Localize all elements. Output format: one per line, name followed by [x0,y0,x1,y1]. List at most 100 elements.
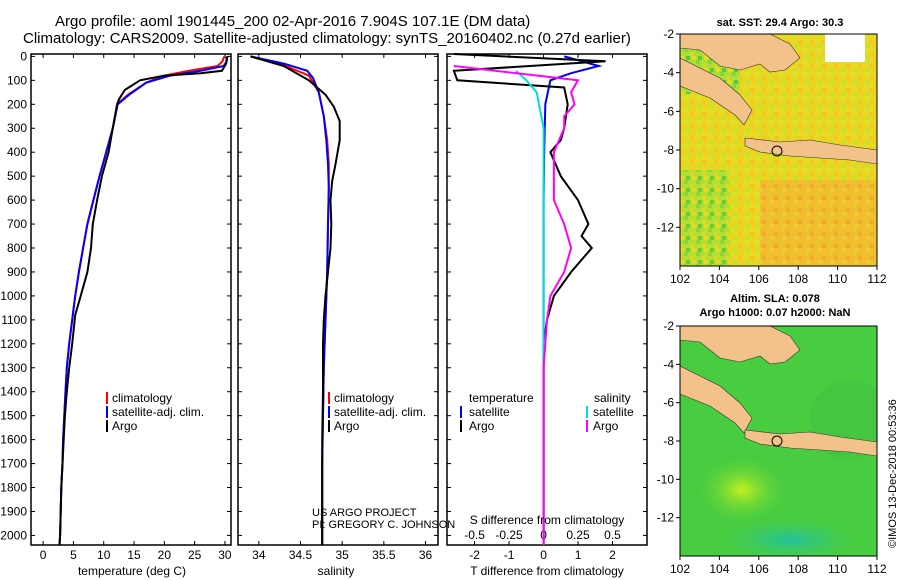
depth-tick-label: 1200 [0,337,27,351]
series-line-salinity-argo [453,65,580,545]
sst-map [680,34,877,266]
title-line-2: Climatology: CARS2009. Satellite-adjuste… [23,30,631,47]
lat-tick-label: -8 [663,434,674,448]
difference-xlabel: T difference from climatology [470,564,624,578]
salinity-difference-xlabel: S difference from climatology [470,513,625,527]
legend-climatology: climatology [334,391,394,405]
lat-tick-label: -6 [663,104,674,118]
legend-salinity-heading: salinity [594,391,631,405]
sst-lon-axis: 102 104 106 108 110 112 [670,266,887,286]
x-tick-label: 36 [419,548,433,562]
depth-tick-label: 1000 [0,289,27,303]
depth-tick-label: 1100 [1,313,27,327]
lat-tick-label: -12 [657,220,675,234]
x-tick-label-salinity: 0.25 [566,528,590,542]
legend-swatch-argo [460,420,462,432]
legend-swatch-sal-argo [586,420,588,432]
lat-tick-label: -12 [657,511,675,525]
lon-tick-label: 110 [828,272,847,286]
series-line-climatology [58,56,226,546]
sst-lat-axis: -2 -4 -6 -8 -10 -12 [657,27,680,234]
temperature-legend: climatology satellite-adj. clim. Argo [106,391,204,433]
temperature-xlabel: temperature (deg C) [78,564,186,578]
depth-tick-label: 1300 [0,361,27,375]
sla-high-blob [694,454,790,526]
series-line-satellite-adj-clim- [250,55,330,545]
depth-tick-label: 300 [7,121,27,135]
temperature-x-axis: 0 5 10 15 20 25 30 [40,54,232,562]
legend-swatch-satellite [106,406,108,418]
depth-tick-label: 1700 [0,457,27,471]
project-line-1: US ARGO PROJECT [312,507,417,519]
legend-satellite: satellite-adj. clim. [112,405,204,419]
depth-tick-label: 400 [7,145,27,159]
salinity-xlabel: salinity [318,564,355,578]
depth-tick-label: 500 [7,169,27,183]
legend-satellite: satellite-adj. clim. [334,405,426,419]
sumatra-land [680,365,753,434]
sla-map [680,326,877,556]
x-tick-label: 34.5 [289,548,313,562]
depth-tick-label: 200 [7,97,27,111]
project-line-2: PI: GREGORY C. JOHNSON [312,519,455,531]
depth-tick-label: 100 [7,73,27,87]
lon-tick-label: 106 [749,272,769,286]
depth-tick-label: 0 [20,49,27,63]
x-tick-label: 35 [335,548,349,562]
legend-t-argo: Argo [469,419,495,433]
lat-tick-label: -2 [663,319,674,333]
depth-tick-label: 1400 [0,385,27,399]
legend-swatch-argo [328,420,330,432]
legend-climatology: climatology [112,391,172,405]
temperature-panel-frame [30,53,232,546]
x-tick-label: 20 [158,548,172,562]
lat-tick-label: -8 [663,143,674,157]
java-land [744,137,877,165]
sla-teal-blob [720,518,860,556]
salinity-panel-frame [237,53,439,546]
legend-argo: Argo [334,419,360,433]
x-tick-label-salinity: 0.5 [604,528,621,542]
sla-lon-axis: 102 104 106 108 110 112 [670,556,887,576]
legend-argo: Argo [112,419,138,433]
sst-argo-marker [771,145,783,157]
temperature-series [58,56,229,546]
title-line-1: Argo profile: aoml 1901445_200 02-Apr-20… [55,13,530,30]
salinity-x-axis: 34 34.5 35 35.5 36 [252,54,432,562]
sumatra-land [680,57,753,126]
credit-stamp: ©IMOS 13-Dec-2018 00:53:36 [887,399,899,548]
legend-s-satellite: satellite [593,405,634,419]
lat-tick-label: -10 [657,472,675,486]
difference-legend: temperature satellite Argo salinity sate… [460,391,634,433]
x-tick-label-salinity: -0.25 [495,528,523,542]
legend-swatch-satellite [328,406,330,418]
difference-panel-frame [446,53,648,546]
salinity-legend: climatology satellite-adj. clim. Argo [328,391,426,433]
depth-tick-label: 1600 [0,433,27,447]
x-tick-label: 5 [70,548,77,562]
lon-tick-label: 110 [828,562,847,576]
legend-swatch-argo [106,420,108,432]
lon-tick-label: 108 [788,562,808,576]
x-tick-label: 35.5 [372,548,396,562]
lon-tick-label: 104 [709,272,729,286]
x-tick-label: 1 [575,548,582,562]
depth-tick-label: 2000 [0,528,27,542]
depth-tick-label: 600 [7,193,27,207]
x-tick-label: -1 [504,548,515,562]
lat-tick-label: -4 [663,357,674,371]
borneo-land [680,326,801,365]
legend-temperature-heading: temperature [469,391,534,405]
borneo-land [680,34,801,73]
lat-tick-label: -6 [663,396,674,410]
lon-tick-label: 108 [788,272,808,286]
x-tick-label: 10 [97,548,111,562]
series-line-argo [452,53,606,545]
x-tick-label-salinity: -0.5 [464,528,485,542]
depth-tick-label: 900 [7,265,27,279]
x-tick-label: 0 [540,548,547,562]
legend-swatch-sal-satellite [586,406,588,418]
lon-tick-label: 102 [670,272,690,286]
legend-swatch-climatology [328,392,330,404]
